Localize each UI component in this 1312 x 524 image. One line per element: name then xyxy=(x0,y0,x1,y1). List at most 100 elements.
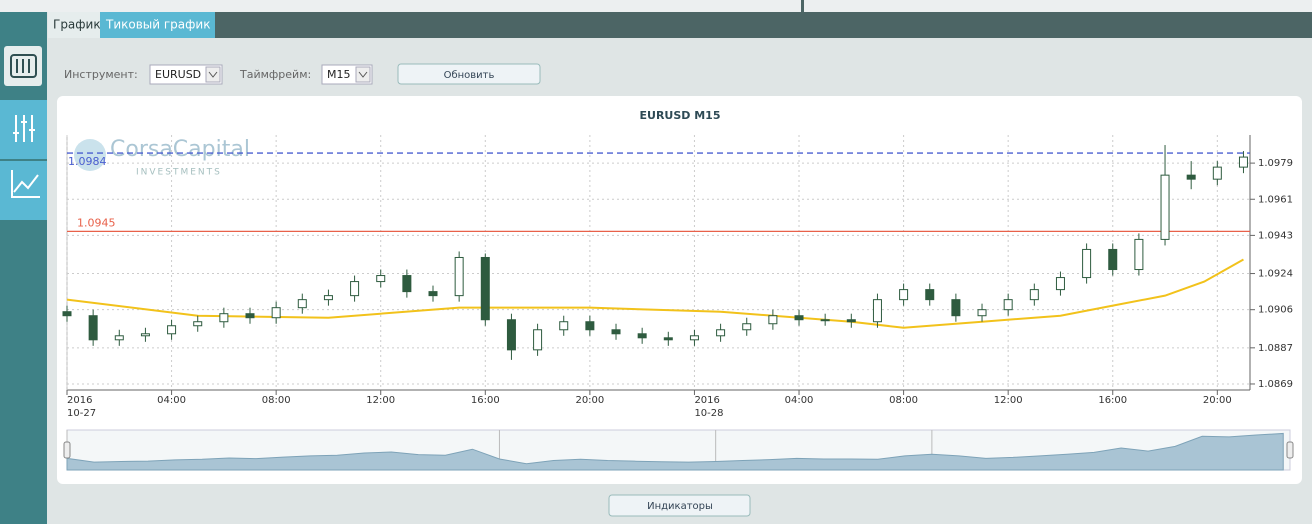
x-tick-label: 04:00 xyxy=(785,395,814,406)
candle-body xyxy=(742,323,752,331)
candle-body xyxy=(820,319,830,322)
x-tick-label: 20:00 xyxy=(1203,395,1232,406)
x-tick-label: 16:00 xyxy=(1098,395,1127,406)
candle-body xyxy=(480,256,490,321)
candle-body xyxy=(219,313,229,323)
tab-label: График xyxy=(53,18,101,32)
tab-tick-chart[interactable] xyxy=(100,12,215,38)
candle-body xyxy=(585,321,595,331)
candle-body xyxy=(716,329,726,337)
y-tick-label: 1.0924 xyxy=(1258,269,1293,280)
candle-body xyxy=(376,275,386,283)
logo-name: CorsaCapital xyxy=(110,137,250,162)
candle-body xyxy=(1134,238,1144,271)
navigator-handle[interactable] xyxy=(63,441,71,459)
top-strip xyxy=(0,0,1312,12)
candle-body xyxy=(1238,156,1248,168)
splitter xyxy=(801,0,804,12)
refresh-button-label: Обновить xyxy=(444,70,495,81)
x-tick-label: 20:00 xyxy=(575,395,604,406)
candle-body xyxy=(1212,166,1222,180)
candle-body xyxy=(768,315,778,325)
instrument-label: Инструмент: xyxy=(64,68,138,81)
tab-bar xyxy=(48,12,1312,38)
candle-body xyxy=(977,309,987,317)
refresh-button[interactable] xyxy=(397,63,541,85)
candle-body xyxy=(88,315,98,341)
x-tick-label: 12:00 xyxy=(994,395,1023,406)
y-tick-label: 1.0869 xyxy=(1258,379,1293,390)
candle-body xyxy=(350,281,360,297)
candle-body xyxy=(323,295,333,301)
candle-body xyxy=(506,319,516,351)
candle-body xyxy=(167,325,177,335)
dropdown-arrow xyxy=(205,66,221,83)
logo-tagline: INVESTMENTS xyxy=(136,168,222,178)
candle-body xyxy=(559,321,569,331)
candle-body xyxy=(1186,174,1196,180)
price-level-label: 1.0945 xyxy=(77,216,116,229)
candle-body xyxy=(1029,289,1039,301)
candle-body xyxy=(951,299,961,317)
candle-body xyxy=(611,329,621,335)
candle-body xyxy=(454,256,464,297)
chart-button[interactable] xyxy=(0,161,47,220)
arrow-icon xyxy=(208,71,218,78)
price-level-label: 1.0984 xyxy=(68,155,107,168)
candle-body xyxy=(1003,299,1013,311)
candle-body xyxy=(925,289,935,301)
candle-body xyxy=(637,333,647,339)
x-tick-label: 2016 xyxy=(694,395,719,406)
x-tick-label: 10-27 xyxy=(67,408,96,419)
candle-body xyxy=(846,319,856,323)
instrument-value: EURUSD xyxy=(155,68,201,81)
timeframe-value: M15 xyxy=(327,68,351,81)
navigator-area xyxy=(66,432,1284,471)
x-tick-label: 10-28 xyxy=(694,408,723,419)
candle-body xyxy=(794,315,804,321)
arrow-icon xyxy=(358,71,368,78)
x-tick-label: 2016 xyxy=(67,395,92,406)
y-tick-label: 1.0887 xyxy=(1258,343,1293,354)
candle-body xyxy=(533,329,543,351)
candle-body xyxy=(428,291,438,297)
x-tick-label: 12:00 xyxy=(366,395,395,406)
navigator-handle[interactable] xyxy=(1286,441,1294,459)
candle-body xyxy=(193,321,203,327)
chart-title: EURUSD M15 xyxy=(640,109,721,122)
candle-body xyxy=(297,299,307,309)
dropdown-arrow xyxy=(355,66,371,83)
candle-body xyxy=(245,313,255,319)
candle-body xyxy=(402,275,412,293)
candle-body xyxy=(271,307,281,319)
x-tick-label: 08:00 xyxy=(889,395,918,406)
candle-body xyxy=(114,335,124,341)
candle-body xyxy=(872,299,882,323)
y-tick-label: 1.0979 xyxy=(1258,158,1293,169)
y-tick-label: 1.0906 xyxy=(1258,305,1293,316)
candle-body xyxy=(1082,248,1092,279)
chart-icon xyxy=(11,170,40,198)
x-tick-label: 08:00 xyxy=(262,395,291,406)
sidebar xyxy=(0,12,47,524)
tab-label: Тиковый график xyxy=(105,18,210,32)
timeframe-label: Таймфрейм: xyxy=(239,68,311,81)
candle-body xyxy=(62,311,72,317)
chart-panel xyxy=(57,96,1302,484)
candle-body xyxy=(140,333,150,337)
indicators-button-label: Индикаторы xyxy=(647,501,713,512)
candle-body xyxy=(663,337,673,341)
candle-body xyxy=(689,335,699,341)
x-tick-label: 04:00 xyxy=(157,395,186,406)
candle-body xyxy=(1055,277,1065,291)
candle-body xyxy=(899,289,909,301)
instrument-select[interactable] xyxy=(149,64,223,85)
tab-chart[interactable] xyxy=(48,12,100,38)
logo: CorsaCapital INVESTMENTS xyxy=(74,137,250,178)
candle-body xyxy=(1160,174,1170,240)
y-tick-label: 1.0943 xyxy=(1258,230,1293,241)
candle-body xyxy=(1108,248,1118,271)
indicators-button[interactable] xyxy=(608,494,751,517)
equalizer-icon xyxy=(13,115,35,142)
